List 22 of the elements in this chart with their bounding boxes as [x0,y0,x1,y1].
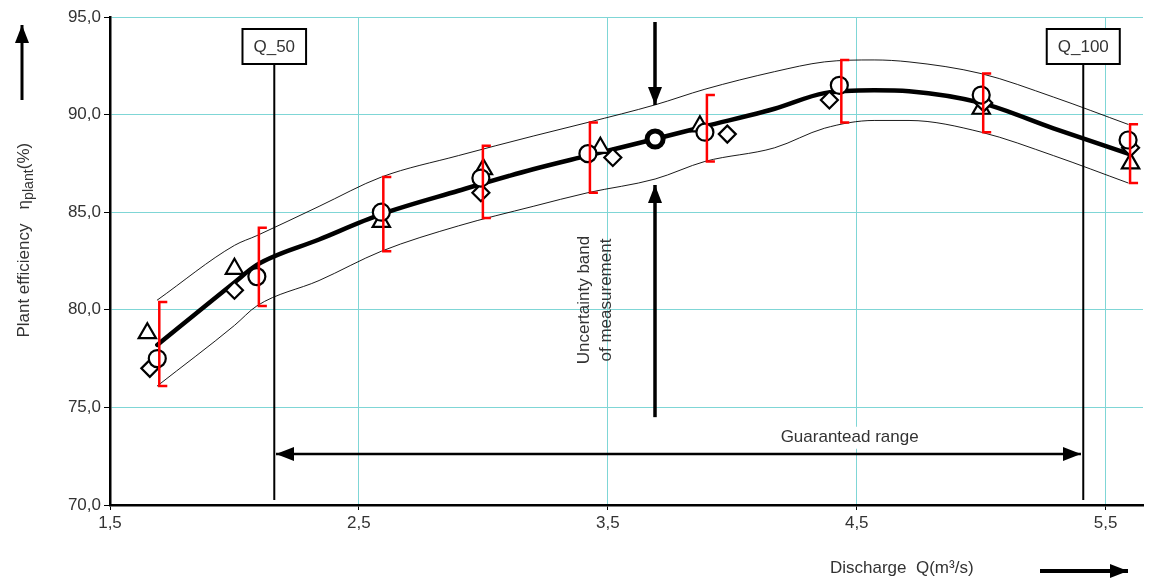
x-tick-label: 2,5 [347,512,371,532]
y-tick-label: 70,0 [67,494,101,514]
x-tick-label: 3,5 [596,512,620,532]
point [137,322,158,340]
x-axis-title: Discharge Q(m³/s) [830,558,974,578]
point [717,124,737,144]
y-tick-label: 80,0 [67,299,101,319]
x-tick-label: 4,5 [844,512,869,532]
y-tick-label: 90,0 [67,104,101,124]
ref-line-label: Q_50 [253,36,296,56]
annotation: Uncertainty band of measurement [574,235,616,365]
point [819,90,839,110]
point [603,147,623,168]
y-tick-label: 85,0 [67,201,101,221]
x-tick-label: 1,5 [98,512,122,532]
point [224,280,245,300]
annotation: Guarantead range [780,427,919,447]
y-tick-label: 95,0 [67,6,101,26]
ref-line-label: Q_100 [1057,36,1109,56]
point [644,128,666,150]
y-tick-label: 75,0 [67,397,101,417]
x-tick-label: 5,5 [1093,512,1118,532]
